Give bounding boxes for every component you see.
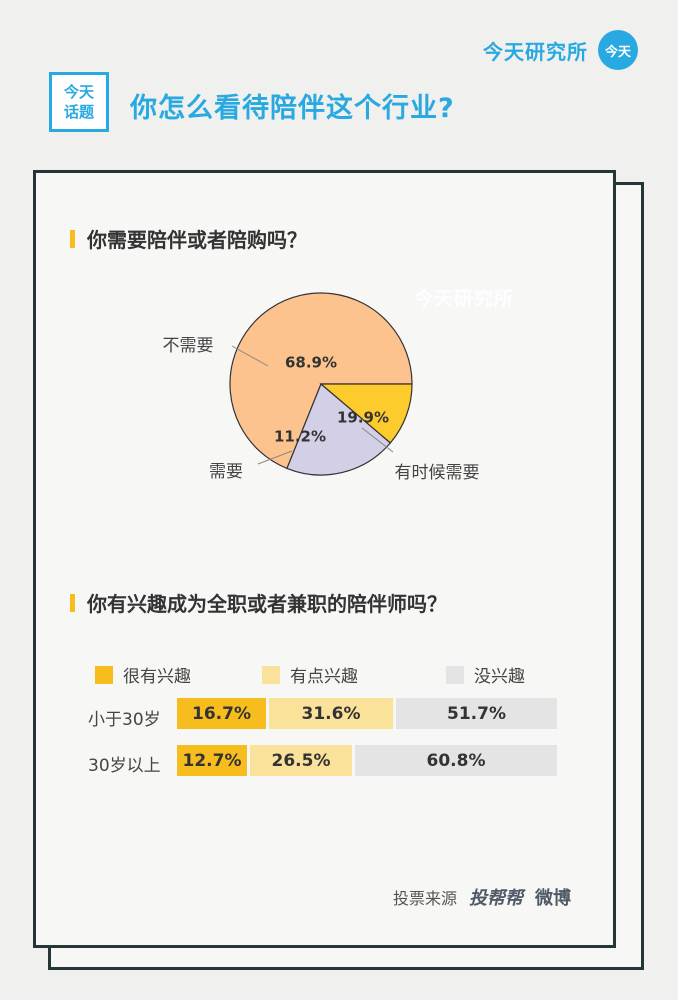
bar-segment: 60.8%: [355, 745, 557, 776]
page-title: 你怎么看待陪伴这个行业?: [130, 93, 455, 124]
brand-badge-icon: 今天: [598, 30, 638, 70]
pie-slice: [319, 383, 413, 444]
row-label-under-30: 小于30岁: [88, 710, 161, 730]
bar-segment: 51.7%: [396, 698, 557, 729]
source: 投票来源 投帮帮 微博: [393, 884, 571, 910]
topic-badge-line2: 话题: [63, 103, 94, 121]
pie-category-label: 有时候需要: [395, 463, 480, 483]
pie-category-label: 需要: [209, 462, 243, 482]
title-marker: [70, 229, 75, 248]
pie-value-label: 11.2%: [274, 428, 326, 446]
bar-title: 你有兴趣成为全职或者兼职的陪伴师吗？: [87, 592, 447, 616]
legend-item-somewhat-interested: 有点兴趣: [262, 662, 358, 687]
legend-item-not-interested: 没兴趣: [446, 662, 525, 687]
pie-leader-line: [257, 450, 293, 465]
watermark: 今天研究所: [414, 288, 515, 310]
source-label: 投票来源: [393, 889, 458, 908]
pie-title: 你需要陪伴或者陪购吗？: [87, 228, 307, 252]
weibo-logo: 微博: [535, 888, 572, 909]
legend-swatch: [262, 665, 280, 684]
brand-name: 今天研究所: [483, 39, 588, 64]
bar-section-title: 你有兴趣成为全职或者兼职的陪伴师吗？: [70, 588, 447, 617]
legend-label: 很有兴趣: [123, 667, 191, 687]
title-marker: [70, 593, 75, 612]
legend-label: 没兴趣: [474, 667, 525, 687]
pie-category-label: 不需要: [163, 336, 214, 356]
pie-slice: [286, 383, 392, 476]
pie-value-label: 68.9%: [285, 354, 337, 372]
pie-section-title: 你需要陪伴或者陪购吗？: [70, 224, 307, 253]
legend-item-very-interested: 很有兴趣: [95, 662, 191, 687]
brand: 今天研究所 今天: [483, 30, 638, 70]
row-label-over-30: 30岁以上: [88, 756, 161, 776]
pie-leader-line: [231, 345, 269, 367]
legend-label: 有点兴趣: [290, 667, 358, 687]
pie-leader-line: [361, 427, 394, 453]
legend-swatch: [446, 665, 464, 684]
legend-swatch: [95, 665, 113, 684]
pie-slice: [229, 292, 413, 470]
bar-segment: 31.6%: [269, 698, 393, 729]
bar-segment: 16.7%: [177, 698, 266, 729]
topic-badge-line1: 今天: [63, 83, 94, 101]
bar-segment: 12.7%: [177, 745, 247, 776]
topic-badge: 今天 话题: [49, 72, 109, 132]
pie-value-label: 19.9%: [337, 409, 389, 427]
toubangbang-logo: 投帮帮: [469, 888, 524, 909]
bar-segment: 26.5%: [250, 745, 352, 776]
